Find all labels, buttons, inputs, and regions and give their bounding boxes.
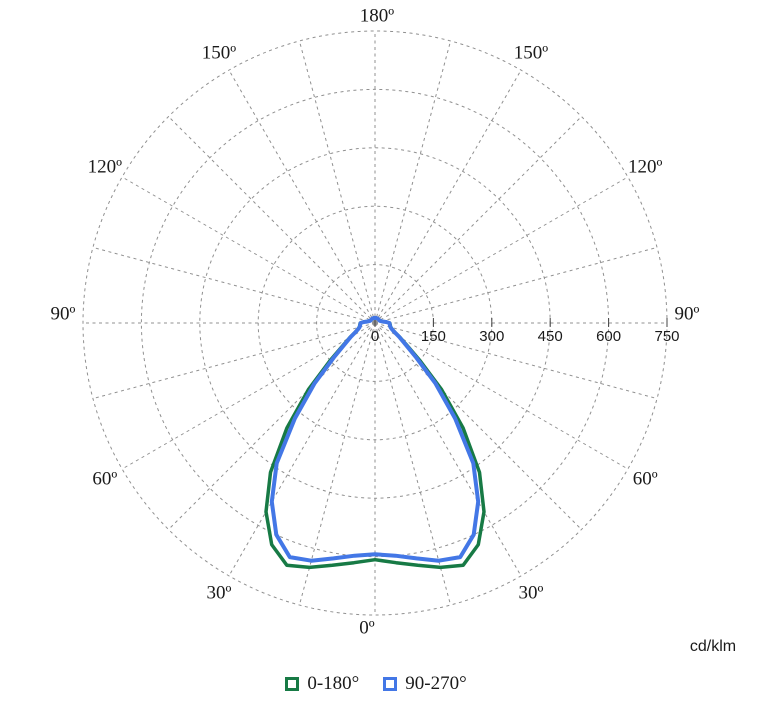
polar-grid-spoke: [374, 322, 658, 400]
radial-axis-tick-label: 0: [371, 328, 379, 345]
radial-axis-tick-label: 750: [654, 328, 679, 345]
angle-label-30: 30º: [207, 583, 232, 604]
legend-swatch-green-icon: [285, 676, 300, 691]
polar-grid-spoke: [228, 322, 376, 577]
polar-grid-spoke: [374, 176, 629, 324]
polar-grid-spoke: [374, 322, 452, 606]
radial-axis-tick-label: 300: [479, 328, 504, 345]
polar-grid-spoke: [374, 40, 452, 324]
polar-grid-spoke: [168, 116, 376, 324]
polar-grid-spoke: [374, 322, 629, 470]
angle-label-120: 120º: [88, 157, 123, 178]
polar-grid-spoke: [374, 116, 582, 324]
radial-axis-tick-label: 600: [596, 328, 621, 345]
angle-label-60: 60º: [92, 469, 117, 490]
angle-label-60: 60º: [633, 469, 658, 490]
polar-grid-spoke: [228, 69, 376, 324]
polar-grid-spoke: [121, 176, 376, 324]
intensity-curve-c90-270: [269, 315, 481, 563]
radial-axis-tick-label: 150: [421, 328, 446, 345]
legend-swatch-blue-icon: [383, 676, 398, 691]
polar-grid-spoke: [92, 322, 376, 400]
legend: 0-180° 90-270°: [0, 674, 752, 693]
polar-grid-spoke: [374, 69, 522, 324]
polar-grid-spoke: [374, 246, 658, 324]
polar-grid-spoke: [298, 40, 376, 324]
polar-grid-spoke: [92, 246, 376, 324]
polar-grid-spoke: [374, 322, 522, 577]
polar-grid-spoke: [374, 322, 582, 530]
polar-grid-spoke: [121, 322, 376, 470]
angle-label-120: 120º: [628, 157, 663, 178]
legend-entry-plane-90-270: 90-270°: [383, 673, 467, 694]
angle-label-150: 150º: [514, 42, 549, 63]
legend-label: 0-180°: [307, 673, 360, 694]
units-label: cd/klm: [689, 638, 737, 655]
angle-label-0: 0º: [359, 618, 375, 639]
legend-entry-plane-0-180: 0-180°: [285, 674, 359, 693]
angle-label-180: 180º: [360, 6, 395, 27]
radial-axis-tick-label: 450: [538, 328, 563, 345]
polar-grid-spoke: [298, 322, 376, 606]
angle-label-30: 30º: [519, 583, 544, 604]
angle-label-90: 90º: [675, 304, 700, 325]
angle-label-150: 150º: [202, 42, 237, 63]
legend-label: 90-270°: [405, 673, 467, 694]
polar-grid-spoke: [168, 322, 376, 530]
angle-label-90: 90º: [51, 304, 76, 325]
